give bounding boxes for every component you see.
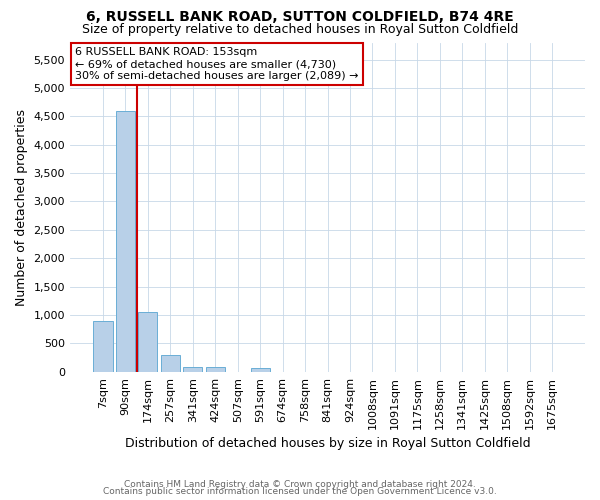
Y-axis label: Number of detached properties: Number of detached properties: [15, 108, 28, 306]
Text: 6 RUSSELL BANK ROAD: 153sqm
← 69% of detached houses are smaller (4,730)
30% of : 6 RUSSELL BANK ROAD: 153sqm ← 69% of det…: [75, 48, 359, 80]
Text: Size of property relative to detached houses in Royal Sutton Coldfield: Size of property relative to detached ho…: [82, 22, 518, 36]
Bar: [116, 110, 135, 372]
Text: Contains public sector information licensed under the Open Government Licence v3: Contains public sector information licen…: [103, 488, 497, 496]
Bar: [94, 320, 113, 372]
Text: 6, RUSSELL BANK ROAD, SUTTON COLDFIELD, B74 4RE: 6, RUSSELL BANK ROAD, SUTTON COLDFIELD, …: [86, 10, 514, 24]
Bar: [251, 368, 270, 372]
X-axis label: Distribution of detached houses by size in Royal Sutton Coldfield: Distribution of detached houses by size …: [125, 437, 530, 450]
Bar: [183, 366, 202, 372]
Bar: [139, 312, 157, 372]
Bar: [161, 355, 180, 372]
Bar: [206, 368, 225, 372]
Text: Contains HM Land Registry data © Crown copyright and database right 2024.: Contains HM Land Registry data © Crown c…: [124, 480, 476, 489]
